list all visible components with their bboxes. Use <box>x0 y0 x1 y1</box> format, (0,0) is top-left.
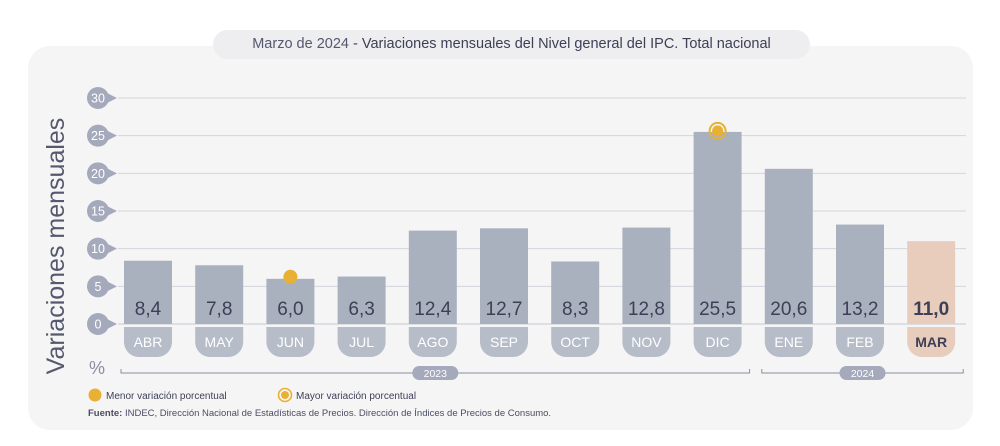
y-tick-circle <box>87 87 109 109</box>
legend-max-marker <box>281 391 289 399</box>
category-pill <box>337 327 386 357</box>
y-tick-pointer <box>107 168 117 179</box>
bar-value-label: 6,0 <box>277 299 303 320</box>
category-label: MAY <box>205 334 235 350</box>
category-label: DIC <box>706 334 730 350</box>
legend-min-label: Menor variación porcentual <box>106 391 227 402</box>
category-label: OCT <box>560 334 590 350</box>
y-axis-title: Variaciones mensuales <box>42 118 70 375</box>
y-tick-label: 30 <box>91 92 105 106</box>
source-text: INDEC, Dirección Nacional de Estadística… <box>124 408 552 419</box>
bar-ene <box>764 168 813 324</box>
bar-value-label: 13,2 <box>842 299 879 320</box>
bar-jun <box>266 278 315 324</box>
category-label: ENE <box>774 334 803 350</box>
category-pill <box>551 327 600 357</box>
max-marker-ring <box>708 121 727 140</box>
y-tick-pointer <box>107 93 117 103</box>
category-label: MAR <box>915 334 947 350</box>
category-pill <box>764 327 813 357</box>
bar-may <box>195 265 244 324</box>
bar-dic <box>693 131 742 324</box>
y-tick-label: 20 <box>91 167 105 181</box>
bar-value-label: 12,7 <box>486 299 523 320</box>
year-label: 2024 <box>851 368 875 380</box>
category-label: JUN <box>277 334 304 350</box>
y-tick-label: 5 <box>95 280 102 294</box>
bar-value-label: 11,0 <box>913 299 949 320</box>
bar-jul <box>337 276 386 324</box>
category-label: FEB <box>846 334 873 350</box>
bar-value-label: 25,5 <box>699 299 736 320</box>
source-note: Fuente: INDEC, Dirección Nacional de Est… <box>88 408 551 419</box>
year-pill <box>839 366 886 380</box>
bar-ago <box>408 230 457 324</box>
y-tick-label: 10 <box>91 242 105 256</box>
bar-mar <box>907 241 956 324</box>
category-pill <box>836 327 884 357</box>
bar-value-label: 8,4 <box>135 299 162 320</box>
y-tick-label: 0 <box>95 318 102 332</box>
legend-min-marker <box>88 388 102 402</box>
source-label: Fuente: <box>88 408 123 419</box>
y-tick-circle <box>87 200 109 222</box>
category-pill <box>266 327 315 357</box>
chart-title: Marzo de 2024 - Variaciones mensuales de… <box>213 30 810 59</box>
y-tick-label: 15 <box>91 205 105 219</box>
y-tick-circle <box>87 313 109 335</box>
y-tick-pointer <box>107 206 117 216</box>
year-label: 2023 <box>424 368 448 380</box>
bar-value-label: 12,8 <box>628 299 665 320</box>
category-label: SEP <box>490 334 518 350</box>
bar-oct <box>551 261 600 324</box>
bar-sep <box>480 228 528 324</box>
y-tick-circle <box>87 237 109 260</box>
y-tick-circle <box>87 124 109 147</box>
y-axis-unit: % <box>89 358 105 378</box>
category-label: AGO <box>417 334 448 350</box>
legend-max-label: Mayor variación porcentual <box>296 391 416 402</box>
y-tick-pointer <box>107 319 117 329</box>
category-pill <box>480 327 528 357</box>
category-label: NOV <box>631 334 662 350</box>
bar-value-label: 7,8 <box>206 299 232 320</box>
y-tick-pointer <box>107 243 117 254</box>
y-tick-pointer <box>107 281 117 292</box>
title-period: Marzo de 2024 <box>252 36 349 52</box>
y-tick-label: 25 <box>91 129 105 143</box>
bar-value-label: 8,3 <box>562 299 588 320</box>
year-pill <box>412 366 459 380</box>
y-tick-circle <box>87 162 109 185</box>
category-pill <box>907 327 956 357</box>
min-marker <box>283 269 298 284</box>
category-pill <box>693 327 742 357</box>
y-tick-circle <box>87 275 109 298</box>
category-pill <box>124 327 172 357</box>
bar-value-label: 20,6 <box>770 299 807 320</box>
category-pill <box>408 327 457 357</box>
category-pill <box>195 327 244 357</box>
category-pill <box>622 327 671 357</box>
bar-value-label: 12,4 <box>414 299 451 320</box>
bar-nov <box>622 227 671 324</box>
legend-max-ring <box>277 387 293 403</box>
category-label: JUL <box>349 334 374 350</box>
max-marker <box>712 125 724 137</box>
y-tick-pointer <box>107 130 117 141</box>
bar-feb <box>836 224 884 324</box>
bar-abr <box>124 260 172 324</box>
title-text: Variaciones mensuales del Nivel general … <box>361 36 771 52</box>
category-label: ABR <box>134 334 163 350</box>
title-separator: - <box>348 36 362 52</box>
bar-value-label: 6,3 <box>348 299 374 320</box>
